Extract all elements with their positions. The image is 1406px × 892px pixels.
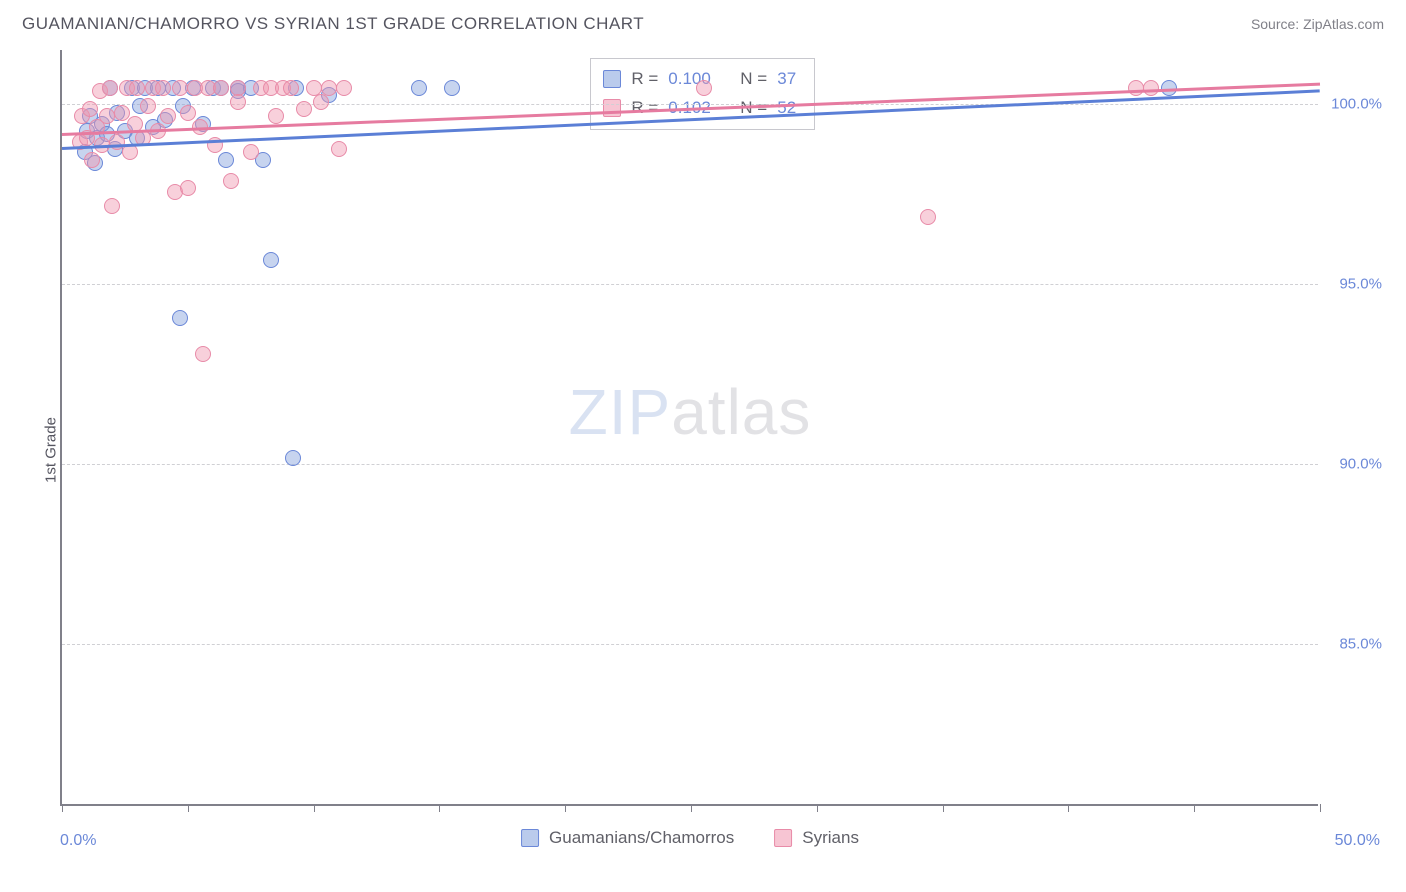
chart-container: 1st Grade ZIPatlas R = 0.100 N = 37 R = … xyxy=(22,50,1384,850)
x-tick xyxy=(1194,804,1195,812)
x-tick xyxy=(1320,804,1321,812)
y-tick-label: 100.0% xyxy=(1331,96,1382,113)
scatter-point xyxy=(411,80,427,96)
n-value-pink: 52 xyxy=(777,94,796,123)
scatter-point xyxy=(99,108,115,124)
legend-label-blue: Guamanians/Chamorros xyxy=(549,828,734,848)
x-min-label: 0.0% xyxy=(60,832,96,850)
scatter-point xyxy=(104,198,120,214)
n-label: N = xyxy=(740,94,767,123)
swatch-blue-icon xyxy=(603,70,621,88)
scatter-point xyxy=(140,98,156,114)
scatter-point xyxy=(218,152,234,168)
scatter-point xyxy=(920,209,936,225)
swatch-pink-icon xyxy=(603,99,621,117)
scatter-point xyxy=(321,80,337,96)
chart-title: GUAMANIAN/CHAMORRO VS SYRIAN 1ST GRADE C… xyxy=(22,14,644,34)
y-tick-label: 90.0% xyxy=(1339,456,1382,473)
source-attribution: Source: ZipAtlas.com xyxy=(1251,16,1384,32)
scatter-point xyxy=(213,80,229,96)
scatter-point xyxy=(102,80,118,96)
y-tick-label: 95.0% xyxy=(1339,276,1382,293)
scatter-point xyxy=(283,80,299,96)
scatter-point xyxy=(195,346,211,362)
legend-swatch-pink-icon xyxy=(774,829,792,847)
scatter-point xyxy=(172,310,188,326)
watermark-part2: atlas xyxy=(671,376,811,448)
scatter-point xyxy=(122,144,138,160)
scatter-point xyxy=(296,101,312,117)
plot-area: ZIPatlas R = 0.100 N = 37 R = 0.102 N = … xyxy=(60,50,1318,806)
legend-swatch-blue-icon xyxy=(521,829,539,847)
legend: Guamanians/Chamorros Syrians xyxy=(521,828,859,848)
watermark: ZIPatlas xyxy=(569,375,812,449)
gridline xyxy=(62,644,1318,645)
scatter-point xyxy=(696,80,712,96)
scatter-point xyxy=(243,144,259,160)
scatter-point xyxy=(313,94,329,110)
scatter-point xyxy=(82,101,98,117)
scatter-point xyxy=(180,180,196,196)
legend-item-blue: Guamanians/Chamorros xyxy=(521,828,734,848)
watermark-part1: ZIP xyxy=(569,376,672,448)
n-label: N = xyxy=(740,65,767,94)
scatter-point xyxy=(1143,80,1159,96)
x-tick xyxy=(691,804,692,812)
scatter-point xyxy=(331,141,347,157)
x-tick xyxy=(565,804,566,812)
scatter-point xyxy=(263,252,279,268)
x-tick xyxy=(188,804,189,812)
r-label: R = xyxy=(631,65,658,94)
scatter-point xyxy=(268,108,284,124)
x-tick xyxy=(817,804,818,812)
legend-item-pink: Syrians xyxy=(774,828,859,848)
x-tick xyxy=(62,804,63,812)
n-value-blue: 37 xyxy=(777,65,796,94)
scatter-point xyxy=(230,94,246,110)
gridline xyxy=(62,284,1318,285)
x-tick xyxy=(439,804,440,812)
gridline xyxy=(62,104,1318,105)
x-tick xyxy=(1068,804,1069,812)
gridline xyxy=(62,464,1318,465)
scatter-point xyxy=(285,450,301,466)
x-tick xyxy=(314,804,315,812)
legend-label-pink: Syrians xyxy=(802,828,859,848)
scatter-point xyxy=(1128,80,1144,96)
y-tick-label: 85.0% xyxy=(1339,636,1382,653)
scatter-point xyxy=(223,173,239,189)
scatter-point xyxy=(129,80,145,96)
x-max-label: 50.0% xyxy=(1335,832,1380,850)
scatter-point xyxy=(84,152,100,168)
scatter-point xyxy=(160,108,176,124)
scatter-point xyxy=(336,80,352,96)
scatter-point xyxy=(155,80,171,96)
scatter-point xyxy=(444,80,460,96)
scatter-point xyxy=(172,80,188,96)
y-axis-label: 1st Grade xyxy=(42,417,59,483)
scatter-point xyxy=(180,105,196,121)
x-tick xyxy=(943,804,944,812)
